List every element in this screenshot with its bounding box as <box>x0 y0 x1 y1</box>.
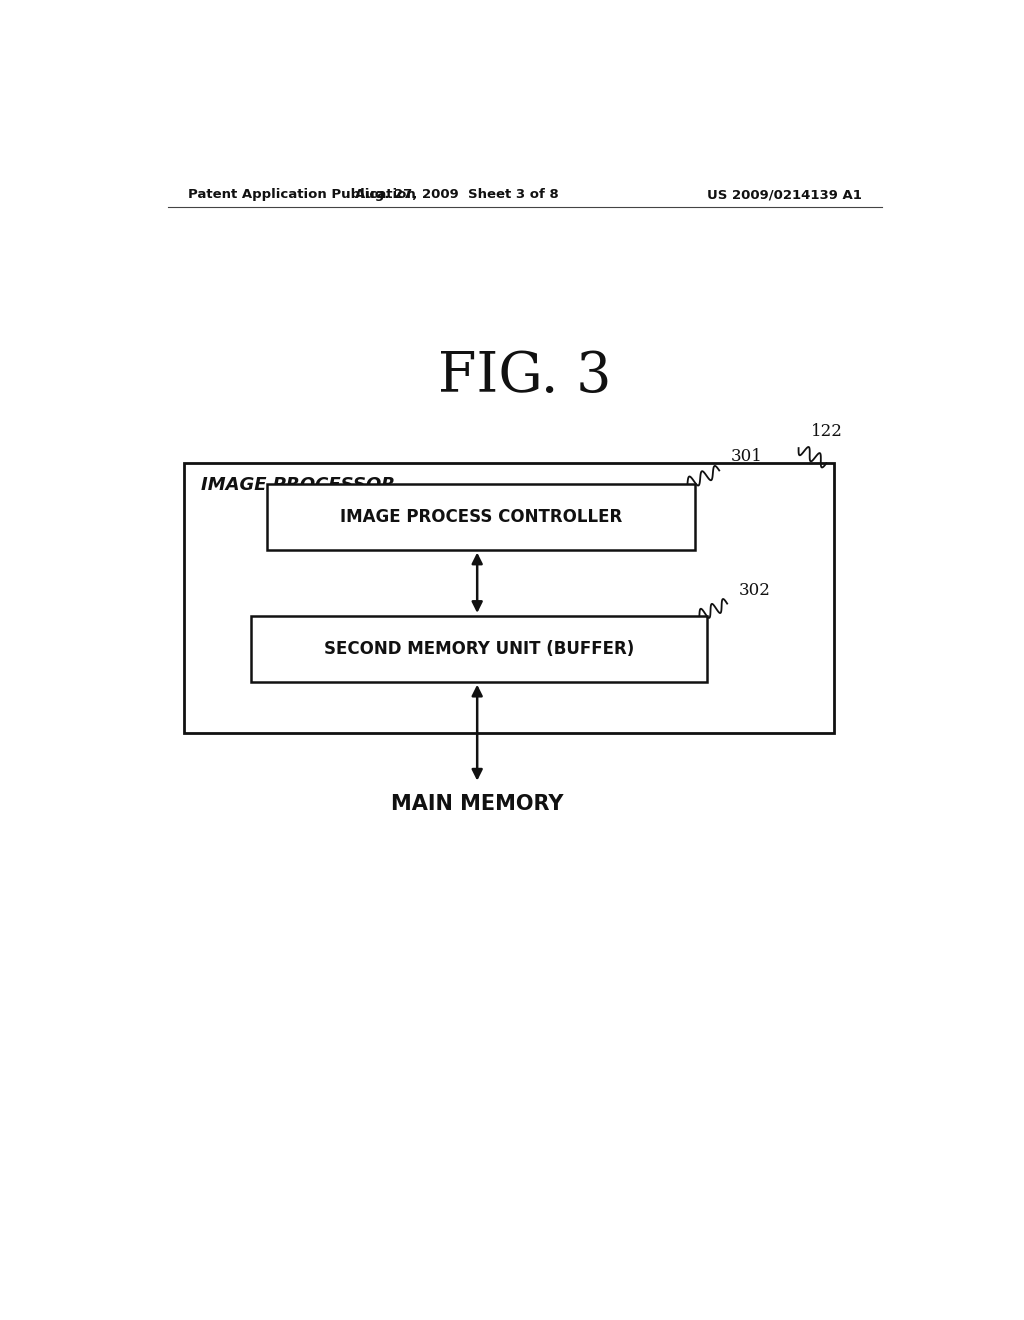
Text: MAIN MEMORY: MAIN MEMORY <box>391 793 563 813</box>
Text: 301: 301 <box>731 449 763 466</box>
Text: 122: 122 <box>811 422 843 440</box>
Bar <box>267 483 695 549</box>
Text: FIG. 3: FIG. 3 <box>438 350 611 404</box>
Bar <box>251 615 708 682</box>
Text: IMAGE PROCESSOR: IMAGE PROCESSOR <box>201 475 395 494</box>
Text: IMAGE PROCESS CONTROLLER: IMAGE PROCESS CONTROLLER <box>340 508 623 525</box>
Text: SECOND MEMORY UNIT (BUFFER): SECOND MEMORY UNIT (BUFFER) <box>324 640 634 657</box>
Text: Aug. 27, 2009  Sheet 3 of 8: Aug. 27, 2009 Sheet 3 of 8 <box>355 189 559 202</box>
Text: US 2009/0214139 A1: US 2009/0214139 A1 <box>708 189 862 202</box>
Text: 302: 302 <box>739 582 771 598</box>
Bar <box>183 463 835 733</box>
Text: Patent Application Publication: Patent Application Publication <box>187 189 416 202</box>
